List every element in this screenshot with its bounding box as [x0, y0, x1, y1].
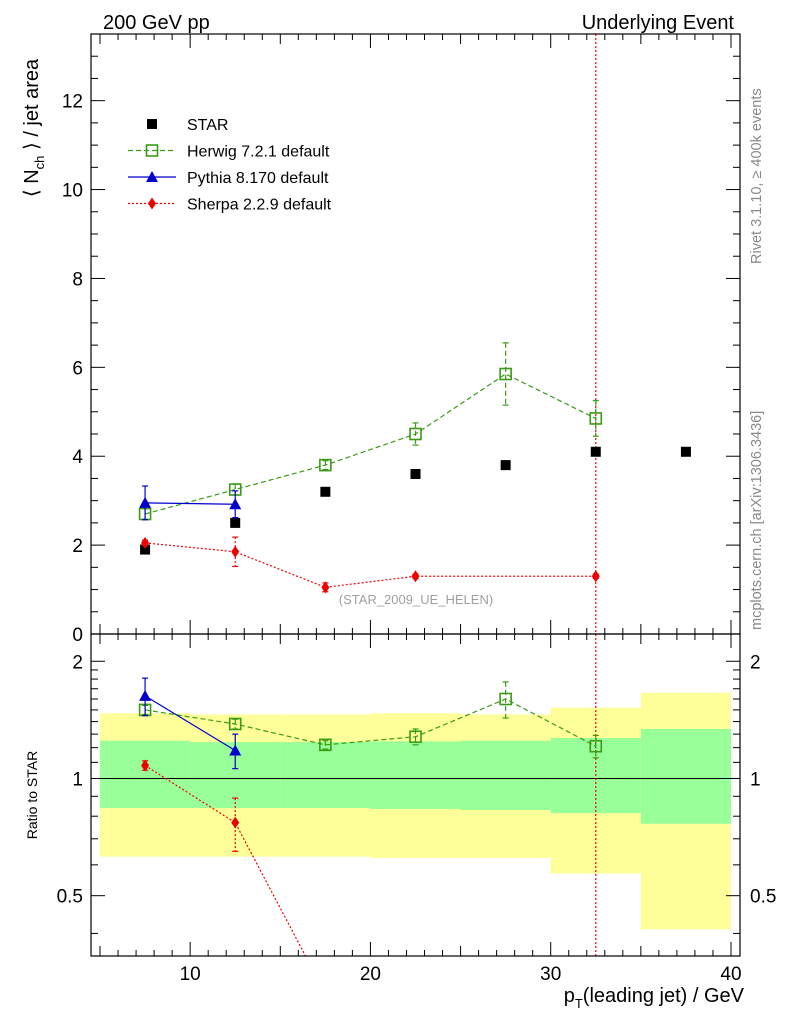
main-point-star	[590, 446, 601, 457]
xtick-label: 40	[720, 964, 741, 985]
data-curves	[138, 34, 691, 957]
ratio-ytick-label: 1	[72, 769, 83, 790]
main-ytick-label: 12	[62, 92, 83, 113]
main-point-star	[320, 486, 331, 497]
legend-label-pythia: Pythia 8.170 default	[187, 170, 329, 187]
ratio-point-pythia	[229, 744, 242, 756]
band-inner-bin	[640, 728, 731, 824]
ratio-point-herwig	[589, 739, 603, 753]
main-line-sherpa	[145, 542, 596, 588]
band-inner-bin	[370, 741, 461, 809]
legend: STAR Herwig 7.2.1 default Pythia 8.170 def…	[128, 117, 332, 214]
header-right-title: Underlying Event	[582, 12, 735, 34]
main-point-star	[140, 544, 151, 555]
x-axis-label: pT(leading jet) / GeV	[564, 985, 745, 1011]
main-point-herwig	[409, 427, 422, 441]
main-point-sherpa	[591, 570, 600, 583]
ratio-ytick-label: 2	[72, 652, 83, 673]
ratio-ytick-label-right: 2	[750, 652, 761, 673]
main-ytick-label: 6	[72, 358, 83, 379]
main-ytick-label: 4	[72, 447, 83, 468]
analysis-watermark: (STAR_2009_UE_HELEN)	[339, 592, 493, 607]
mcplots-label: mcplots.cern.ch [arXiv:1306.3436]	[749, 411, 765, 630]
rivet-label: Rivet 3.1.10, ≥ 400k events	[749, 88, 765, 264]
band-inner-bin	[280, 742, 371, 808]
main-series-sherpa	[141, 536, 600, 594]
svg-text:⟨ Nch ⟩ / jet area: ⟨ Nch ⟩ / jet area	[21, 58, 47, 197]
legend-label-sherpa: Sherpa 2.2.9 default	[187, 197, 332, 214]
ratio-ytick-label: 0.5	[57, 887, 83, 908]
main-ytick-label: 8	[72, 269, 83, 290]
main-point-sherpa	[141, 536, 150, 549]
ratio-point-pythia	[139, 689, 152, 701]
svg-text:pT(leading jet) / GeV: pT(leading jet) / GeV	[564, 985, 745, 1011]
ratio-point-sherpa	[141, 759, 150, 772]
ratio-line-herwig	[144, 698, 597, 747]
ratio-point-herwig	[409, 730, 422, 744]
legend-marker-sherpa	[148, 197, 156, 210]
band-inner-bin	[460, 740, 551, 810]
main-ytick-label: 2	[72, 536, 83, 557]
ratio-line-pythia	[144, 695, 236, 752]
xtick-label: 10	[180, 964, 201, 985]
ratio-point-sherpa	[231, 816, 240, 829]
ratio-series-herwig	[138, 681, 603, 759]
ratio-point-herwig	[228, 717, 242, 731]
legend-label-star: STAR	[187, 117, 228, 134]
legend-label-herwig: Herwig 7.2.1 default	[187, 144, 330, 161]
main-point-herwig	[319, 458, 332, 472]
ratio-series-pythia	[139, 677, 242, 770]
ratio-series-sherpa	[141, 759, 307, 957]
xtick-label: 30	[540, 964, 561, 985]
main-series-pythia	[139, 485, 242, 521]
main-point-star	[230, 517, 241, 528]
ratio-ytick-label-right: 1	[750, 769, 761, 790]
legend-marker-herwig	[145, 144, 159, 157]
header-left-title: 200 GeV pp	[103, 12, 210, 34]
main-y-axis-label: ⟨ Nch ⟩ / jet area	[21, 58, 47, 197]
ratio-plot-frame	[90, 633, 741, 957]
ratio-point-herwig	[499, 692, 512, 706]
legend-marker-pythia	[146, 171, 158, 182]
xtick-label: 20	[360, 964, 381, 985]
main-point-sherpa	[231, 545, 240, 558]
main-point-sherpa	[321, 581, 330, 594]
main-point-pythia	[139, 496, 152, 508]
legend-entry-pythia: Pythia 8.170 default	[128, 170, 329, 187]
main-point-herwig	[589, 412, 603, 425]
ratio-y-axis-label: Ratio to STAR	[24, 751, 40, 839]
legend-entry-herwig: Herwig 7.2.1 default	[128, 144, 330, 161]
band-inner-bin	[100, 740, 191, 808]
legend-entry-star: STAR	[147, 117, 228, 134]
ratio-ytick-label-right: 0.5	[750, 887, 776, 908]
main-series-star	[140, 446, 691, 555]
main-point-star	[500, 460, 511, 471]
main-point-sherpa	[411, 570, 420, 583]
main-line-herwig	[144, 373, 597, 515]
main-ytick-label: 10	[62, 181, 83, 202]
legend-entry-sherpa: Sherpa 2.2.9 default	[128, 197, 332, 214]
ratio-uncertainty-bands	[91, 692, 740, 930]
plot-frames	[90, 33, 741, 957]
ratio-point-herwig	[319, 738, 332, 752]
legend-marker-star	[147, 119, 157, 129]
main-line-pythia	[145, 502, 236, 505]
main-point-pythia	[229, 498, 242, 510]
main-series-herwig	[138, 342, 603, 521]
main-point-star	[680, 446, 691, 457]
main-point-star	[410, 469, 421, 479]
main-ytick-label: 0	[72, 625, 83, 646]
main-point-herwig	[499, 367, 512, 381]
